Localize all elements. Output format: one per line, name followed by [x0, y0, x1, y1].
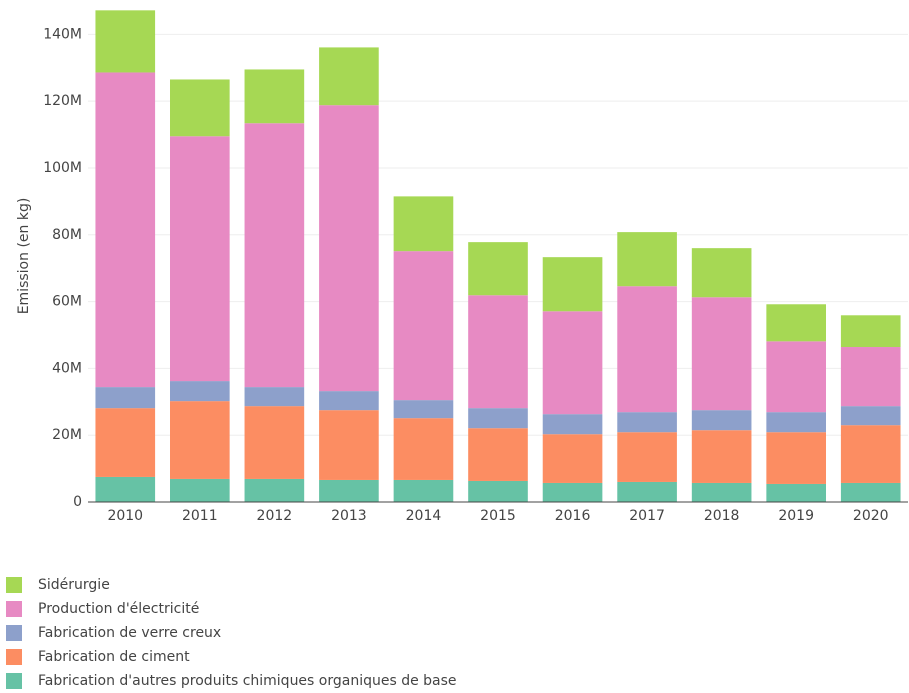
bar-segment	[766, 341, 826, 413]
bar-segment	[766, 304, 826, 342]
bar-segment	[766, 483, 826, 502]
bar-segment	[468, 408, 528, 429]
bar-segment	[468, 242, 528, 296]
legend-label: Fabrication de ciment	[38, 649, 190, 665]
x-tick-label: 2012	[257, 508, 293, 524]
bar-segment	[840, 425, 901, 483]
bar-segment	[691, 297, 752, 411]
bar-segment	[691, 430, 752, 483]
y-tick-label: 20M	[52, 427, 82, 443]
legend-swatch	[6, 577, 22, 593]
legend-label: Production d'électricité	[38, 601, 199, 617]
bar-segment	[840, 347, 901, 407]
x-tick-label: 2018	[704, 508, 740, 524]
bar-segment	[617, 286, 677, 413]
bar-segment	[170, 478, 230, 502]
bar-segment	[244, 478, 305, 502]
x-tick-label: 2019	[778, 508, 814, 524]
y-tick-label: 120M	[43, 93, 82, 109]
bar-segment	[617, 412, 677, 433]
bar-segment	[542, 434, 603, 483]
bar-segment	[95, 10, 156, 73]
bar-segment	[170, 79, 230, 137]
bar-segment	[840, 406, 901, 426]
x-tick-label: 2010	[107, 508, 143, 524]
bar-segment	[319, 479, 379, 502]
bar-segment	[393, 196, 454, 252]
bar-segment	[170, 401, 230, 479]
bar-segment	[393, 418, 454, 480]
bar-segment	[766, 412, 826, 433]
bar-segment	[542, 257, 603, 312]
x-tick-label: 2017	[629, 508, 665, 524]
bar-segment	[319, 105, 379, 392]
legend-swatch	[6, 673, 22, 689]
x-tick-label: 2020	[853, 508, 889, 524]
x-tick-label: 2016	[555, 508, 591, 524]
bar-segment	[691, 482, 752, 502]
legend-swatch	[6, 649, 22, 665]
bar-segment	[95, 476, 156, 502]
legend-label: Sidérurgie	[38, 577, 110, 593]
bar-segment	[95, 408, 156, 477]
y-tick-label: 40M	[52, 360, 82, 376]
y-tick-label: 100M	[43, 160, 82, 176]
bar-segment	[170, 381, 230, 402]
bar-segment	[319, 47, 379, 106]
bar-segment	[244, 387, 305, 407]
legend-swatch	[6, 601, 22, 617]
bar-segment	[95, 72, 156, 388]
bar-segment	[766, 432, 826, 484]
bar-segment	[393, 251, 454, 401]
bar-segment	[244, 69, 305, 124]
x-tick-label: 2015	[480, 508, 516, 524]
bar-segment	[393, 400, 454, 419]
legend-swatch	[6, 625, 22, 641]
bar-segment	[840, 315, 901, 348]
x-tick-label: 2011	[182, 508, 218, 524]
bar-segment	[244, 123, 305, 388]
bar-segment	[319, 410, 379, 480]
x-tick-label: 2013	[331, 508, 367, 524]
x-tick-label: 2014	[406, 508, 442, 524]
bar-segment	[95, 387, 156, 409]
y-tick-label: 140M	[43, 26, 82, 42]
bar-segment	[244, 406, 305, 479]
bar-segment	[691, 410, 752, 431]
bar-segment	[319, 391, 379, 411]
bar-segment	[468, 295, 528, 409]
bar-segment	[468, 480, 528, 502]
bar-segment	[542, 414, 603, 435]
bar-segment	[468, 428, 528, 481]
y-tick-label: 60M	[52, 294, 82, 310]
bar-segment	[691, 248, 752, 298]
legend-label: Fabrication d'autres produits chimiques …	[38, 673, 457, 689]
y-axis-label: Emission (en kg)	[16, 198, 32, 315]
bar-segment	[542, 311, 603, 415]
y-tick-label: 80M	[52, 227, 82, 243]
bar-segment	[170, 136, 230, 382]
bar-segment	[617, 432, 677, 482]
bar-segment	[542, 482, 603, 502]
bar-segment	[393, 479, 454, 502]
y-tick-label: 0	[73, 494, 82, 510]
bar-segment	[617, 232, 677, 287]
legend-label: Fabrication de verre creux	[38, 625, 221, 641]
bar-segment	[617, 481, 677, 502]
bar-segment	[840, 482, 901, 502]
